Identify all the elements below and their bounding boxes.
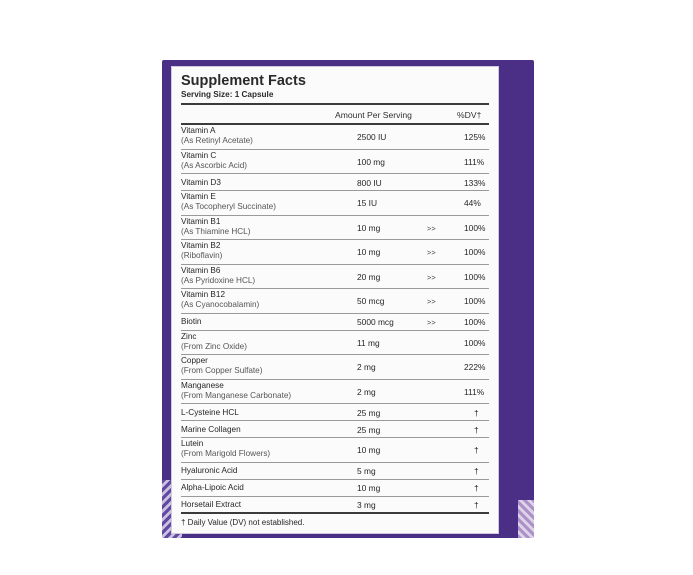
daily-value-percent: 100%: [464, 222, 486, 233]
nutrient-amount: 800 IU: [357, 177, 382, 188]
nutrient-name: Vitamin B12: [181, 290, 225, 299]
double-arrow-mark: >>: [427, 297, 436, 306]
nutrient-name: Vitamin D3: [181, 177, 221, 187]
nutrient-row: Vitamin D3 800 IU 133%: [181, 174, 489, 191]
daily-value-percent: 125%: [464, 132, 486, 142]
nutrient-name: Vitamin B2: [181, 241, 221, 250]
daily-value-percent: 100%: [464, 296, 486, 306]
nutrient-row: Alpha-Lipoic Acid 10 mg †: [181, 480, 489, 497]
nutrient-source: (As Pyridoxine HCL): [181, 275, 256, 285]
nutrient-amount: 15 IU: [357, 198, 378, 208]
nutrient-row: Lutein (From Marigold Flowers) 10 mg †: [181, 438, 489, 463]
nutrient-source: (As Retinyl Acetate): [181, 136, 253, 145]
nutrient-source: (From Marigold Flowers): [181, 449, 271, 458]
nutrient-row: L-Cysteine HCL 25 mg †: [181, 404, 489, 421]
nutrient-amount: 10 mg: [357, 445, 381, 455]
nutrient-source: (From Zinc Oxide): [181, 341, 247, 351]
daily-value-percent: 100%: [464, 247, 486, 257]
nutrient-amount: 25 mg: [357, 424, 381, 435]
nutrient-source: (As Ascorbic Acid): [181, 160, 247, 170]
nutrient-amount: 100 mg: [357, 156, 385, 167]
daily-value-percent: †: [474, 466, 479, 476]
nutrient-name: L-Cysteine HCL: [181, 407, 239, 417]
nutrient-row: Vitamin B12 (As Cyanocobalamin) 50 mcg >> 10…: [181, 289, 489, 314]
daily-value-percent: 100%: [464, 317, 486, 327]
daily-value-percent: †: [474, 483, 479, 493]
double-arrow-mark: >>: [427, 248, 436, 257]
nutrient-amount: 11 mg: [357, 337, 380, 348]
daily-value-percent: 222%: [464, 362, 486, 372]
nutrient-name: Alpha-Lipoic Acid: [181, 483, 244, 492]
nutrient-row: Horsetail Extract 3 mg †: [181, 497, 489, 514]
nutrient-amount: 5 mg: [357, 466, 376, 476]
nutrient-row: Vitamin B6 (As Pyridoxine HCL) 20 mg >> 100%: [181, 265, 489, 289]
nutrient-name: Horsetail Extract: [181, 500, 242, 509]
nutrient-amount: 10 mg: [357, 483, 381, 493]
nutrient-name: Manganese: [181, 380, 224, 390]
nutrient-row: Copper (From Copper Sulfate) 2 mg 222%: [181, 355, 489, 380]
double-arrow-mark: >>: [427, 272, 436, 282]
double-arrow-mark: >>: [427, 223, 436, 233]
nutrient-amount: 25 mg: [357, 407, 381, 418]
daily-value-percent: 100%: [464, 271, 486, 282]
nutrient-amount: 2 mg: [357, 362, 376, 372]
nutrient-amount: 10 mg: [357, 222, 381, 233]
nutrient-row: Vitamin E (As Tocopheryl Succinate) 15 IU 4…: [181, 191, 489, 216]
nutrient-name: Zinc: [181, 331, 197, 341]
nutrient-amount: 50 mcg: [357, 296, 385, 306]
double-arrow-mark: >>: [427, 318, 436, 327]
daily-value-percent: 100%: [464, 337, 486, 348]
nutrient-table: Vitamin A (As Retinyl Acetate) 2500 IU 125%…: [181, 125, 489, 514]
nutrient-row: Marine Collagen 25 mg †: [181, 421, 489, 438]
nutrient-row: Zinc (From Zinc Oxide) 11 mg 100%: [181, 331, 489, 355]
nutrient-amount: 10 mg: [357, 247, 381, 257]
nutrient-name: Vitamin A: [181, 126, 216, 135]
daily-value-column-header: %DV†: [457, 110, 482, 120]
daily-value-percent: 111%: [464, 386, 485, 397]
nutrient-row: Vitamin A (As Retinyl Acetate) 2500 IU 125%: [181, 125, 489, 150]
nutrient-name: Vitamin C: [181, 150, 217, 160]
nutrient-name: Hyaluronic Acid: [181, 466, 238, 475]
nutrient-source: (From Manganese Carbonate): [181, 390, 292, 400]
nutrient-source: (As Tocopheryl Succinate): [181, 202, 276, 211]
daily-value-percent: †: [474, 500, 479, 510]
daily-value-percent: 44%: [464, 198, 481, 208]
daily-value-percent: †: [474, 407, 479, 418]
nutrient-row: Vitamin C (As Ascorbic Acid) 100 mg 111%: [181, 150, 489, 174]
daily-value-percent: 133%: [464, 177, 486, 188]
nutrient-amount: 2500 IU: [357, 132, 387, 142]
nutrient-name: Lutein: [181, 439, 204, 448]
nutrient-source: (Riboflavin): [181, 251, 223, 260]
daily-value-percent: †: [474, 424, 479, 435]
amount-column-header: Amount Per Serving: [335, 110, 412, 120]
label-title: Supplement Facts: [181, 73, 306, 89]
nutrient-name: Vitamin E: [181, 192, 216, 201]
nutrient-row: Vitamin B1 (As Thiamine HCL) 10 mg >> 100%: [181, 216, 489, 240]
daily-value-percent: †: [474, 445, 479, 455]
nutrient-name: Marine Collagen: [181, 424, 241, 434]
nutrient-row: Biotin 5000 mcg >> 100%: [181, 314, 489, 331]
nutrient-name: Vitamin B1: [181, 216, 221, 226]
daily-value-percent: 111%: [464, 156, 485, 167]
nutrient-amount: 5000 mcg: [357, 317, 394, 327]
nutrient-row: Manganese (From Manganese Carbonate) 2 mg 1…: [181, 380, 489, 404]
nutrient-amount: 2 mg: [357, 386, 376, 397]
nutrient-name: Vitamin B6: [181, 265, 221, 275]
nutrient-row: Hyaluronic Acid 5 mg †: [181, 463, 489, 480]
supplement-facts-label: Supplement Facts Serving Size: 1 Capsule…: [171, 66, 499, 534]
footnote: † Daily Value (DV) not established.: [181, 517, 305, 527]
nutrient-name: Biotin: [181, 317, 202, 326]
nutrient-source: (As Thiamine HCL): [181, 226, 251, 236]
nutrient-name: Copper: [181, 356, 208, 365]
nutrient-source: (As Cyanocobalamin): [181, 300, 260, 309]
nutrient-amount: 3 mg: [357, 500, 376, 510]
serving-size: Serving Size: 1 Capsule: [181, 90, 489, 105]
nutrient-amount: 20 mg: [357, 271, 381, 282]
nutrient-row: Vitamin B2 (Riboflavin) 10 mg >> 100%: [181, 240, 489, 265]
column-header: Amount Per Serving %DV†: [181, 105, 489, 125]
nutrient-source: (From Copper Sulfate): [181, 366, 263, 375]
